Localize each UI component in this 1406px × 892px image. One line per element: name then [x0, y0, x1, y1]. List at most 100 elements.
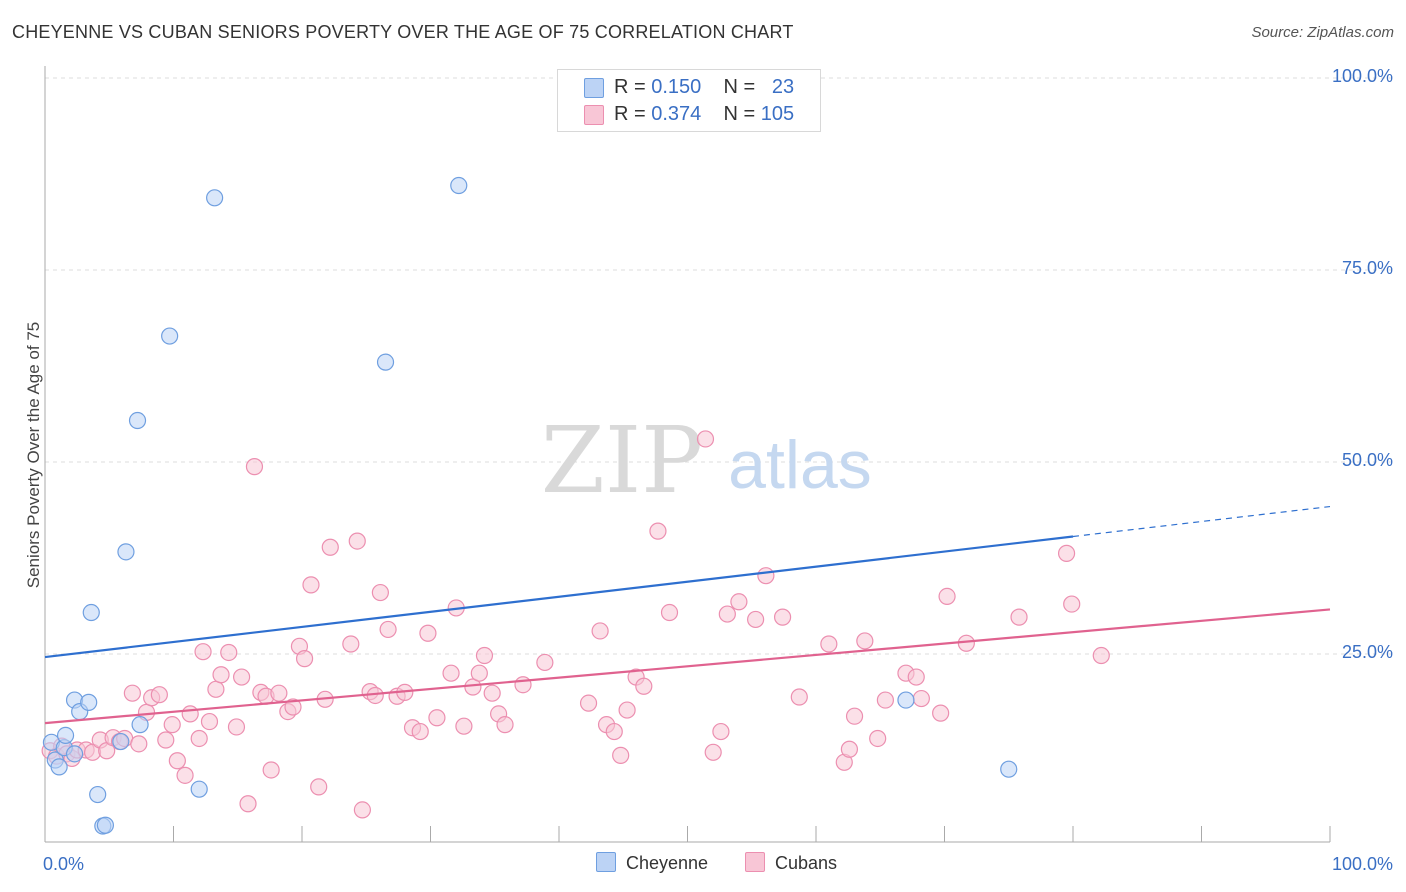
- legend-r-cubans: 0.374: [651, 103, 702, 125]
- y-tick-label: 50.0%: [1342, 450, 1393, 470]
- cubans-point: [820, 635, 838, 653]
- cubans-point: [302, 576, 320, 594]
- cheyenne-point: [161, 327, 179, 345]
- watermark-atlas: atlas: [728, 427, 872, 503]
- legend-n-label: N =: [723, 103, 756, 125]
- cubans-point: [190, 729, 208, 748]
- cheyenne-point: [50, 758, 68, 776]
- cubans-point: [612, 746, 630, 764]
- bottom-legend-cheyenne: Cheyenne: [596, 852, 708, 874]
- cubans-point: [455, 717, 473, 735]
- cubans-point: [227, 718, 246, 736]
- cheyenne-point: [206, 189, 224, 207]
- axes: [44, 66, 1331, 843]
- cubans-point: [130, 735, 148, 753]
- cubans-point: [475, 646, 494, 665]
- cubans-point: [194, 643, 212, 661]
- cubans-point: [123, 684, 141, 702]
- legend-r-label: R =: [614, 103, 646, 125]
- cubans-point: [1010, 608, 1028, 626]
- x-tick-label-min: 0.0%: [43, 854, 84, 874]
- watermark: ZIP atlas: [541, 407, 872, 514]
- cheyenne-point: [82, 603, 100, 622]
- y-tick-label: 100.0%: [1332, 66, 1393, 86]
- cubans-point: [845, 707, 864, 725]
- cubans-point: [605, 722, 623, 741]
- cubans-point: [207, 680, 225, 698]
- cubans-point: [176, 766, 194, 784]
- cheyenne-point: [80, 693, 98, 711]
- cubans-point: [1057, 544, 1076, 562]
- cubans-point: [270, 684, 288, 702]
- cheyenne-point: [96, 816, 114, 834]
- cubans-point: [245, 458, 264, 476]
- legend-r-cheyenne: 0.150: [651, 76, 702, 98]
- cubans-point: [371, 583, 389, 602]
- cubans-point: [730, 593, 748, 611]
- cubans-point: [181, 705, 199, 723]
- cubans-point: [233, 668, 251, 686]
- cubans-point: [342, 635, 360, 653]
- cheyenne-point: [1000, 760, 1018, 778]
- cheyenne-point: [376, 353, 395, 371]
- cubans-point: [649, 522, 667, 540]
- cubans-point: [428, 709, 446, 727]
- legend-n-cubans: 105: [760, 103, 795, 125]
- cubans-point: [618, 701, 636, 719]
- cubans-point: [200, 712, 219, 731]
- cubans-point: [757, 567, 775, 585]
- cubans-point: [150, 686, 168, 704]
- cheyenne-point: [89, 785, 107, 804]
- cubans-point: [321, 538, 339, 556]
- cubans-point: [957, 634, 975, 652]
- cubans-point: [496, 716, 514, 734]
- cubans-point: [262, 761, 280, 779]
- cubans-point: [635, 677, 653, 695]
- legend-n-label: N =: [723, 76, 756, 98]
- cubans-point: [747, 610, 765, 629]
- bottom-legend-label-cheyenne: Cheyenne: [626, 853, 709, 873]
- cubans-point: [579, 694, 598, 712]
- cubans-point: [718, 605, 736, 623]
- cheyenne-trend-extension: [1072, 505, 1331, 538]
- cubans-point: [163, 716, 181, 734]
- y-axis-label: Seniors Poverty Over the Age of 75: [24, 321, 43, 589]
- cubans-point: [773, 608, 792, 626]
- y-tick-label: 75.0%: [1342, 258, 1393, 278]
- cubans-point: [907, 668, 925, 686]
- cubans-point: [157, 731, 175, 749]
- bottom-legend-swatch-cubans: [745, 852, 765, 872]
- cubans-point: [932, 704, 950, 722]
- cubans-point: [348, 532, 366, 550]
- source-label: Source: ZipAtlas.com: [1251, 24, 1394, 41]
- bottom-legend-label-cubans: Cubans: [775, 853, 838, 873]
- cubans-point: [379, 620, 397, 639]
- cheyenne-point: [190, 780, 208, 798]
- cubans-point: [168, 752, 186, 770]
- cheyenne-point: [450, 176, 468, 195]
- legend-swatch-cheyenne: [584, 78, 604, 98]
- cubans-point: [239, 795, 257, 813]
- y-tick-label: 25.0%: [1342, 642, 1393, 662]
- cubans-point: [660, 603, 679, 622]
- correlation-legend: R = 0.150 N = 23 R = 0.374 N = 105: [557, 69, 821, 132]
- cheyenne-point: [128, 411, 147, 430]
- cubans-point: [353, 801, 371, 819]
- cubans-point: [912, 689, 930, 708]
- cubans-point: [712, 722, 730, 741]
- cubans-point: [790, 688, 808, 706]
- cheyenne-point: [56, 726, 75, 745]
- cheyenne-trend-line: [44, 535, 1074, 659]
- cubans-point: [856, 632, 874, 650]
- bottom-legend-cubans: Cubans: [745, 852, 837, 874]
- chart-title: CHEYENNE VS CUBAN SENIORS POVERTY OVER T…: [12, 22, 794, 42]
- legend-swatch-cubans: [584, 105, 604, 125]
- cubans-point: [869, 729, 887, 748]
- legend-n-cheyenne: 23: [771, 76, 795, 98]
- cubans-point: [470, 664, 488, 682]
- cubans-point: [442, 664, 460, 682]
- cubans-point: [483, 684, 501, 702]
- cheyenne-point: [131, 716, 149, 734]
- cubans-point: [1092, 646, 1110, 665]
